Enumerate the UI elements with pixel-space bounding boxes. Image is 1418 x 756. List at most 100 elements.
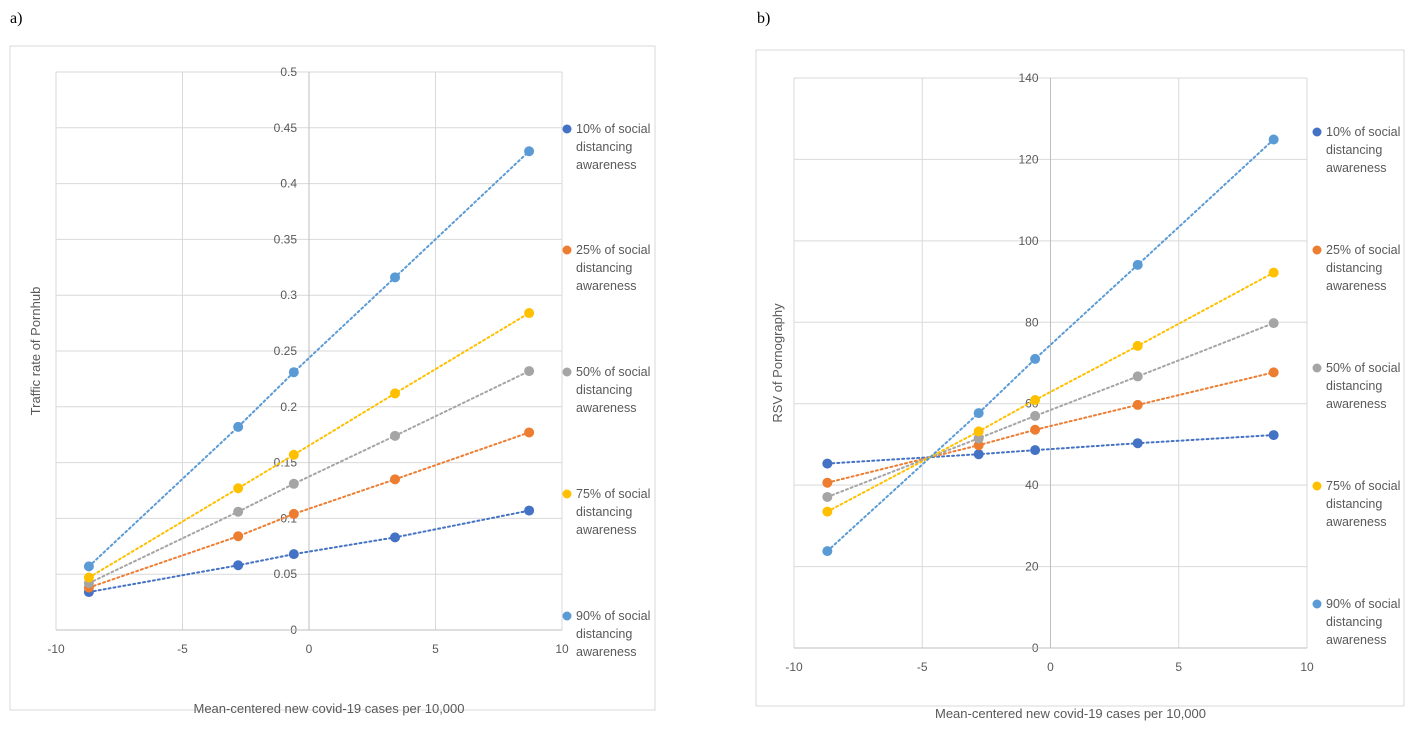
y-tick-label: 0.45 [274,121,298,135]
data-point-series-1 [1030,445,1041,456]
data-point-series-5 [233,421,244,432]
panel-b-label: b) [757,10,771,27]
y-tick-label: 20 [1025,560,1039,574]
chart-a: 00.050.10.150.20.250.30.350.40.450.5-10-… [9,45,656,716]
x-tick-label: 0 [306,642,313,656]
series-line-4 [87,312,531,579]
x-axis-title: Mean-centered new covid-19 cases per 10,… [935,706,1206,721]
data-point-series-4 [973,426,984,437]
data-point-series-5 [1030,353,1041,364]
y-tick-label: 0.4 [280,177,297,191]
data-point-series-5 [524,146,535,157]
x-tick-label: 10 [555,642,569,656]
data-point-series-1 [524,505,535,516]
data-point-series-1 [1132,438,1143,449]
x-tick-label: -5 [917,660,928,674]
series-line-1 [87,509,531,594]
data-point-series-3 [390,430,401,441]
data-point-series-3 [1268,318,1279,329]
x-tick-label: -10 [785,660,803,674]
data-point-series-3 [1030,410,1041,421]
legend-label-5: 90% of social distancing awareness [576,609,650,659]
data-point-series-5 [1132,259,1143,270]
legend-marker-2 [562,245,572,255]
data-point-series-3 [822,491,833,502]
data-point-series-4 [822,506,833,517]
data-point-series-5 [83,561,94,572]
data-point-series-1 [822,458,833,469]
x-axis-title: Mean-centered new covid-19 cases per 10,… [194,701,465,716]
data-point-series-2 [288,508,299,519]
data-point-series-2 [1132,399,1143,410]
y-tick-label: 100 [1018,234,1038,248]
data-point-series-2 [233,531,244,542]
x-tick-label: 5 [432,642,439,656]
data-point-series-5 [288,367,299,378]
data-point-series-1 [288,549,299,560]
data-point-series-2 [524,427,535,438]
legend-marker-3 [1312,363,1322,373]
legend-label-3: 50% of social distancing awareness [1326,361,1400,411]
legend-label-1: 10% of social distancing awareness [1326,125,1400,175]
legend-label-1: 10% of social distancing awareness [576,122,650,172]
x-tick-label: 0 [1047,660,1054,674]
legend-label-3: 50% of social distancing awareness [576,365,650,415]
legend-label-2: 25% of social distancing awareness [576,243,650,293]
panel-a-label: a) [10,10,23,27]
data-point-series-4 [1268,267,1279,278]
legend-label-4: 75% of social distancing awareness [1326,479,1400,529]
data-point-series-2 [822,477,833,488]
data-point-series-5 [390,272,401,283]
y-tick-label: 40 [1025,478,1039,492]
data-point-series-2 [390,474,401,485]
y-tick-label: 0.2 [280,400,297,414]
chart-frame [9,45,656,711]
data-point-series-1 [1268,430,1279,441]
data-point-series-5 [973,408,984,419]
y-tick-label: 0.3 [280,288,297,302]
series-line-5 [826,138,1275,553]
legend-marker-3 [562,367,572,377]
data-point-series-4 [524,308,535,319]
data-point-series-1 [233,560,244,571]
legend-marker-4 [1312,481,1322,491]
data-point-series-4 [1132,340,1143,351]
data-point-series-4 [288,449,299,460]
data-point-series-1 [390,532,401,543]
legend-marker-1 [562,124,572,134]
x-tick-label: 10 [1300,660,1314,674]
series-line-3 [826,322,1275,498]
legend-marker-2 [1312,245,1322,255]
legend-marker-5 [1312,599,1322,609]
legend-label-2: 25% of social distancing awareness [1326,243,1400,293]
data-point-series-3 [524,366,535,377]
data-point-series-3 [973,433,984,444]
y-tick-label: 0.5 [280,65,297,79]
y-tick-label: 120 [1018,152,1038,166]
data-point-series-3 [288,478,299,489]
data-point-series-5 [822,546,833,557]
data-point-series-4 [233,483,244,494]
legend-label-4: 75% of social distancing awareness [576,487,650,537]
y-tick-label: 0.35 [274,232,298,246]
legend-marker-5 [562,611,572,621]
data-point-series-4 [83,572,94,583]
legend-marker-1 [1312,127,1322,137]
data-point-series-2 [1268,367,1279,378]
data-point-series-5 [1268,134,1279,145]
chart-b: 020406080100120140-10-50510Mean-centered… [755,49,1405,721]
legend-label-5: 90% of social distancing awareness [1326,597,1400,647]
y-tick-label: 0.25 [274,344,298,358]
data-point-series-4 [1030,395,1041,406]
legend-marker-4 [562,489,572,499]
y-tick-label: 140 [1018,71,1038,85]
y-axis-title: Traffic rate of Pornhub [28,287,43,416]
data-point-series-1 [973,449,984,460]
data-point-series-4 [390,388,401,399]
y-tick-label: 0.05 [274,567,298,581]
x-tick-label: 5 [1175,660,1182,674]
y-axis-title: RSV of Pornography [770,303,785,423]
data-point-series-2 [973,440,984,451]
x-tick-label: -5 [177,642,188,656]
